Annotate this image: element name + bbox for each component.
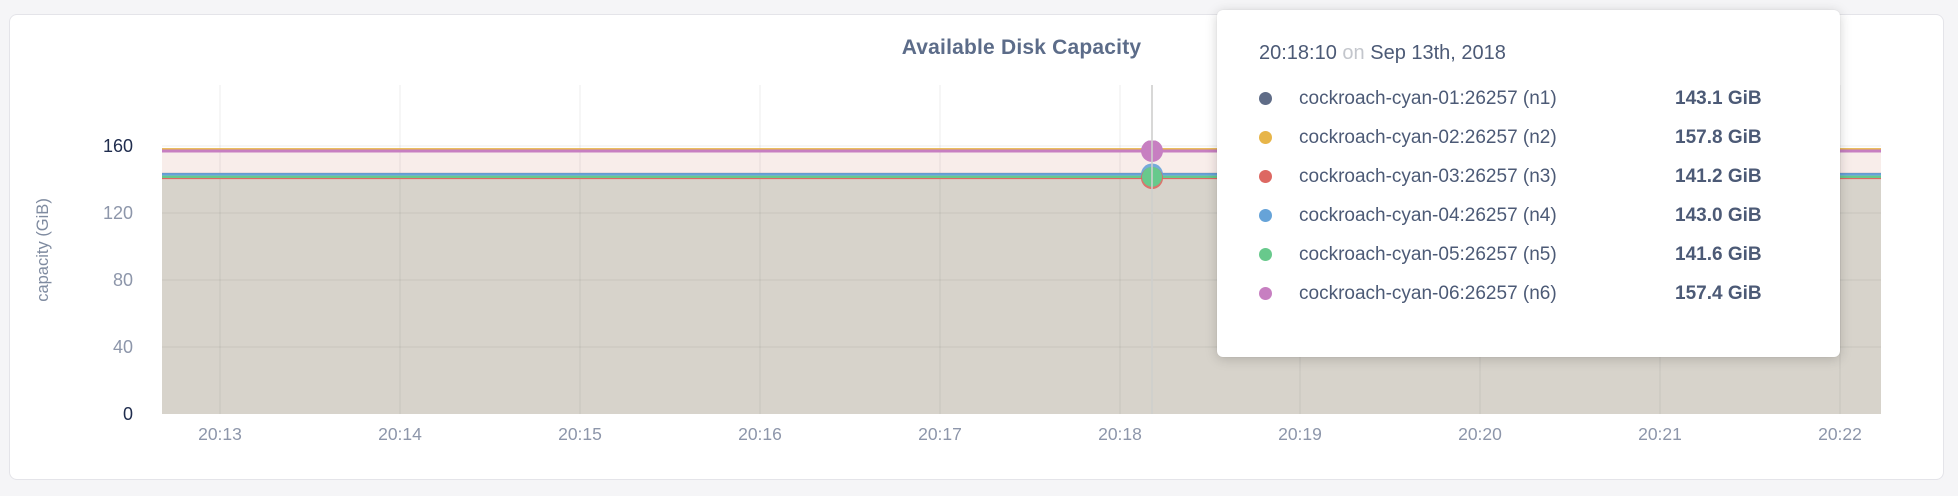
hover-tooltip: 20:18:10 on Sep 13th, 2018 cockroach-cya… (1217, 10, 1840, 357)
series-color-dot-n6 (1259, 287, 1272, 300)
chart-title: Available Disk Capacity (901, 36, 1142, 59)
series-color-dot-n2 (1259, 131, 1272, 144)
series-value: 141.6 GiB (1675, 243, 1762, 265)
series-name: cockroach-cyan-02:26257 (n2) (1299, 126, 1557, 148)
tooltip-row: cockroach-cyan-01:26257 (n1) 143.1 GiB (1259, 79, 1840, 118)
series-value: 141.2 GiB (1675, 165, 1762, 187)
tooltip-date: Sep 13th, 2018 (1370, 42, 1506, 64)
tooltip-row: cockroach-cyan-06:26257 (n6) 157.4 GiB (1259, 274, 1840, 313)
series-name: cockroach-cyan-04:26257 (n4) (1299, 204, 1557, 226)
series-name: cockroach-cyan-03:26257 (n3) (1299, 165, 1557, 187)
tooltip-rows: cockroach-cyan-01:26257 (n1) 143.1 GiB coc… (1259, 79, 1840, 313)
series-value: 143.1 GiB (1675, 87, 1762, 109)
series-name: cockroach-cyan-05:26257 (n5) (1299, 243, 1557, 265)
series-value: 157.4 GiB (1675, 282, 1762, 304)
series-color-dot-n3 (1259, 170, 1272, 183)
series-value: 143.0 GiB (1675, 204, 1762, 226)
tooltip-row: cockroach-cyan-04:26257 (n4) 143.0 GiB (1259, 196, 1840, 235)
tooltip-row: cockroach-cyan-05:26257 (n5) 141.6 GiB (1259, 235, 1840, 274)
tooltip-header: 20:18:10 on Sep 13th, 2018 (1259, 42, 1840, 65)
tooltip-conjunction: on (1342, 42, 1365, 64)
tooltip-time: 20:18:10 (1259, 42, 1337, 64)
series-value: 157.8 GiB (1675, 126, 1762, 148)
tooltip-row: cockroach-cyan-02:26257 (n2) 157.8 GiB (1259, 118, 1840, 157)
series-color-dot-n1 (1259, 92, 1272, 105)
series-name: cockroach-cyan-06:26257 (n6) (1299, 282, 1557, 304)
series-color-dot-n4 (1259, 209, 1272, 222)
series-name: cockroach-cyan-01:26257 (n1) (1299, 87, 1557, 109)
series-color-dot-n5 (1259, 248, 1272, 261)
tooltip-row: cockroach-cyan-03:26257 (n3) 141.2 GiB (1259, 157, 1840, 196)
